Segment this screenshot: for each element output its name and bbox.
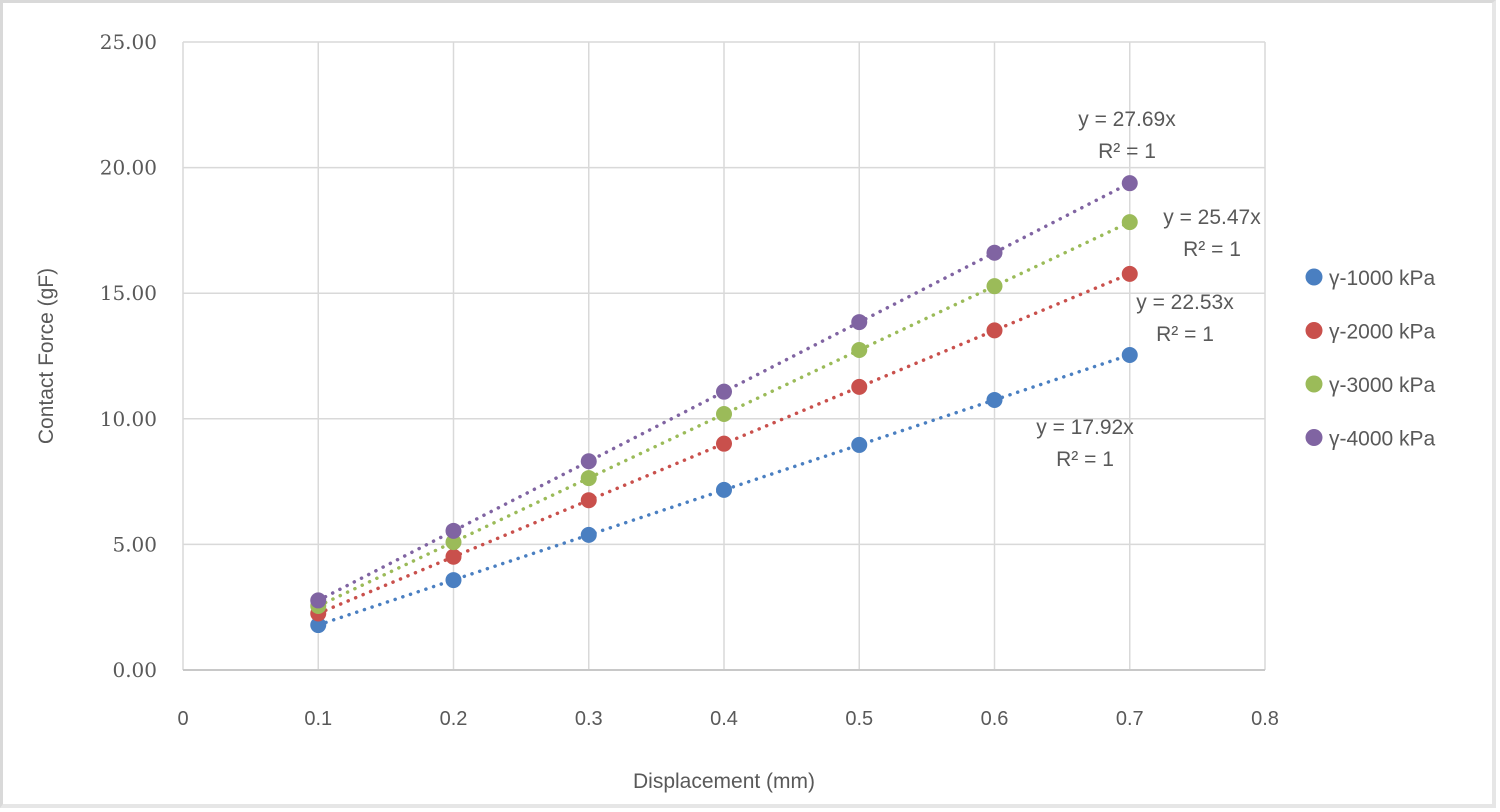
y-tick-label: 0.00: [112, 658, 157, 682]
data-point: [986, 278, 1003, 295]
trendline-equation: y = 25.47x: [1163, 206, 1261, 229]
legend-marker: [1305, 322, 1323, 339]
data-point: [716, 481, 732, 498]
legend-marker: [1305, 268, 1323, 286]
trendline-r-squared: R² = 1: [1156, 323, 1214, 346]
trendline-equations: y = 17.92x R² = 1 y = 22.53x R² = 1 y = 25.4…: [1036, 108, 1261, 471]
data-point: [445, 534, 462, 551]
data-point: [1121, 265, 1138, 282]
data-point: [1121, 346, 1138, 363]
data-point: [851, 378, 868, 395]
trendline-equation: y = 17.92x: [1036, 416, 1134, 439]
y-tick-label: 5.00: [112, 532, 157, 556]
y-tick-label: 10.00: [100, 407, 157, 431]
x-tick-label: 0.7: [1116, 708, 1144, 730]
trendline-r-squared: R² = 1: [1183, 238, 1241, 261]
y-tick-label: 20.00: [100, 156, 157, 180]
x-tick-label: 0.4: [710, 708, 738, 730]
legend: γ-1000 kPa γ-2000 kPa γ-3000 kPa γ-4000 kPa: [1305, 267, 1436, 451]
data-point: [716, 383, 732, 400]
legend-label: γ-1000 kPa: [1329, 267, 1436, 290]
legend-label: γ-4000 kPa: [1329, 428, 1436, 451]
trendline-equation: y = 27.69x: [1078, 108, 1176, 131]
gridlines: [182, 41, 1266, 671]
data-point: [986, 322, 1003, 339]
data-point: [851, 314, 868, 331]
y-tick-label: 15.00: [100, 281, 157, 305]
x-tick-label: 0.5: [845, 708, 873, 730]
x-axis-title: Displacement (mm): [633, 770, 815, 793]
y-tick-label: 25.00: [100, 30, 157, 54]
data-point: [716, 406, 732, 423]
data-point: [986, 391, 1003, 408]
x-tick-label: 0.6: [981, 708, 1009, 730]
data-point: [580, 470, 597, 487]
data-point: [580, 453, 597, 470]
x-tick-label: 0: [177, 708, 188, 730]
data-point: [851, 341, 868, 358]
trendline-r-squared: R² = 1: [1056, 448, 1114, 471]
y-axis-title: Contact Force (gF): [35, 268, 58, 444]
legend-label: γ-2000 kPa: [1329, 321, 1436, 344]
data-point: [580, 526, 597, 543]
data-point: [310, 617, 327, 634]
x-tick-label: 0.2: [440, 708, 468, 730]
data-point: [1121, 175, 1138, 192]
legend-label: γ-3000 kPa: [1329, 374, 1436, 397]
data-point: [986, 244, 1003, 261]
x-axis-ticks: 0 0.1 0.2 0.3 0.4 0.5 0.6 0.7 0.8: [177, 708, 1278, 730]
trendline-equation: y = 22.53x: [1136, 291, 1234, 314]
legend-marker: [1305, 429, 1323, 446]
x-tick-label: 0.8: [1251, 708, 1279, 730]
y-axis-ticks: 0.00 5.00 10.00 15.00 20.00 25.00: [100, 30, 157, 682]
data-point: [716, 435, 732, 452]
data-point: [580, 492, 597, 509]
x-tick-label: 0.1: [304, 708, 332, 730]
data-point: [310, 592, 327, 609]
trendline-r-squared: R² = 1: [1098, 140, 1156, 163]
data-point: [1121, 214, 1138, 231]
data-point: [445, 522, 462, 539]
x-tick-label: 0.3: [575, 708, 603, 730]
data-point: [445, 572, 462, 589]
data-point: [851, 436, 868, 453]
data-point: [445, 548, 462, 565]
legend-marker: [1305, 375, 1323, 393]
data-points: [310, 175, 1138, 634]
